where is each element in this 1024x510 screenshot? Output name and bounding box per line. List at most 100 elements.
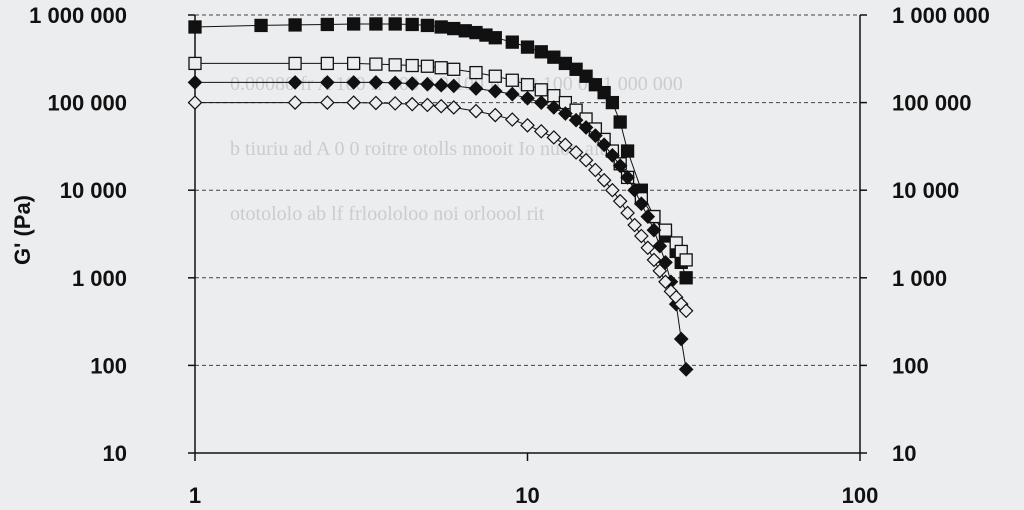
- data-point: [533, 123, 549, 139]
- data-point: [546, 100, 562, 115]
- data-point: [578, 152, 594, 168]
- data-point: [288, 18, 302, 32]
- data-point: [387, 96, 403, 111]
- x-tick-label: 10: [515, 483, 539, 508]
- series-diamond-filled: [187, 75, 694, 377]
- x-tick-label: 1: [189, 483, 201, 508]
- data-point: [568, 145, 584, 160]
- data-point: [388, 58, 402, 72]
- data-point: [605, 147, 620, 163]
- data-point: [346, 75, 361, 90]
- data-point: [420, 18, 435, 33]
- data-point: [320, 56, 334, 71]
- data-point: [387, 75, 403, 91]
- data-point: [420, 97, 435, 113]
- y-tick-label: 10 000: [60, 178, 127, 203]
- y-tick-label: 1 000: [72, 266, 127, 291]
- y-tick-label-right: 100 000: [892, 91, 972, 116]
- data-point: [520, 90, 535, 106]
- data-point: [627, 182, 642, 198]
- data-point: [547, 50, 561, 64]
- y-tick-label-right: 10: [892, 441, 916, 466]
- y-tick-label-right: 1 000: [892, 266, 947, 291]
- data-point: [678, 303, 694, 319]
- data-point: [388, 17, 402, 31]
- data-point: [287, 95, 303, 110]
- data-point: [369, 57, 383, 71]
- data-point: [404, 96, 420, 112]
- data-point: [368, 95, 384, 111]
- data-point: [612, 193, 628, 209]
- data-point: [640, 240, 656, 256]
- data-point: [596, 137, 612, 153]
- data-point: [346, 56, 361, 71]
- bleed-text-line: ototololo ab lf frloololoo noi orloool r…: [230, 203, 545, 225]
- data-point: [469, 65, 483, 80]
- data-point: [405, 58, 419, 73]
- data-point: [319, 75, 335, 90]
- data-point: [319, 95, 335, 110]
- data-point: [504, 112, 520, 127]
- data-point: [504, 86, 520, 102]
- data-point: [505, 73, 519, 87]
- data-point: [188, 56, 202, 71]
- data-point: [187, 95, 203, 110]
- data-point: [658, 274, 673, 290]
- y-tick-label-right: 10 000: [892, 178, 959, 203]
- data-point: [346, 17, 361, 31]
- data-point: [446, 100, 462, 115]
- data-point: [588, 162, 603, 178]
- data-point: [546, 130, 562, 145]
- data-point: [620, 205, 635, 221]
- data-point: [568, 112, 584, 128]
- y-axis-title: G' (Pa): [10, 195, 35, 265]
- data-point: [187, 75, 203, 90]
- data-point: [534, 83, 548, 97]
- data-point: [487, 107, 503, 123]
- data-point: [547, 89, 561, 103]
- data-point: [597, 85, 611, 100]
- data-point: [487, 83, 503, 99]
- data-point: [520, 78, 535, 92]
- data-point: [468, 103, 484, 119]
- data-point: [652, 238, 668, 254]
- data-point: [520, 40, 535, 54]
- data-point: [588, 128, 603, 143]
- data-point: [640, 209, 656, 224]
- data-point: [679, 253, 693, 267]
- data-point: [652, 263, 668, 279]
- data-point: [488, 31, 502, 45]
- background-bleed-text: 0.00080 fr A 100 fr 100 0.0 100 fr 10 t …: [230, 73, 683, 225]
- y-tick-label-right: 100: [892, 353, 929, 378]
- data-point: [434, 61, 448, 75]
- data-point: [646, 222, 662, 238]
- data-point: [613, 115, 627, 129]
- data-point: [254, 18, 268, 33]
- data-point: [288, 56, 302, 71]
- data-point: [434, 20, 448, 34]
- data-point: [658, 223, 673, 237]
- data-point: [368, 75, 384, 90]
- data-series: [187, 17, 694, 377]
- data-point: [678, 362, 694, 377]
- data-point: [578, 120, 594, 135]
- data-point: [620, 170, 635, 185]
- data-point: [447, 62, 461, 76]
- data-point: [558, 137, 573, 153]
- data-point: [405, 17, 419, 32]
- data-point: [620, 144, 635, 158]
- data-point: [520, 117, 535, 133]
- data-point: [433, 77, 449, 93]
- data-point: [646, 252, 662, 268]
- data-point: [447, 21, 461, 36]
- data-point: [346, 95, 361, 110]
- series-line: [195, 102, 687, 312]
- data-point: [634, 228, 649, 244]
- data-point: [533, 95, 549, 110]
- series-line: [195, 81, 687, 370]
- data-point: [505, 35, 519, 49]
- data-point: [420, 59, 435, 73]
- data-point: [558, 106, 573, 121]
- data-point: [605, 95, 620, 110]
